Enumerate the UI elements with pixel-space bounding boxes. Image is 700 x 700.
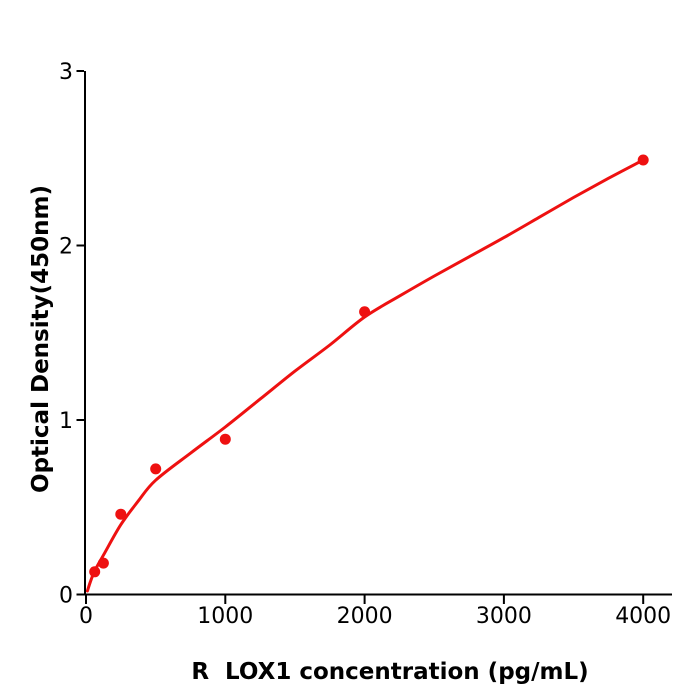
data-point bbox=[150, 463, 162, 475]
y-tick-label: 2 bbox=[59, 235, 73, 260]
x-tick-label: 4000 bbox=[615, 604, 671, 629]
data-point bbox=[97, 557, 109, 569]
data-point bbox=[359, 306, 371, 318]
fit-curve-layer bbox=[85, 158, 645, 593]
fit-curve bbox=[85, 158, 645, 593]
x-tick-label: 3000 bbox=[476, 604, 532, 629]
data-point bbox=[115, 508, 127, 520]
y-tick-label: 3 bbox=[59, 60, 73, 85]
data-point bbox=[219, 433, 231, 445]
x-axis-title: R LOX1 concentration (pg/mL) bbox=[191, 659, 588, 685]
data-point bbox=[89, 566, 101, 578]
x-ticks-layer: 0 1000 2000 3000 4000 bbox=[79, 595, 671, 629]
y-axis-title: Optical Density(450nm) bbox=[28, 185, 54, 493]
data-points-layer bbox=[89, 154, 649, 578]
x-tick-label: 2000 bbox=[337, 604, 393, 629]
y-tick-label: 1 bbox=[59, 409, 73, 434]
data-point bbox=[637, 154, 649, 166]
y-ticks-layer: 0 1 2 3 bbox=[59, 60, 84, 609]
y-tick-label: 0 bbox=[59, 584, 73, 609]
x-tick-label: 0 bbox=[79, 604, 93, 629]
axes-layer bbox=[84, 71, 672, 596]
x-tick-label: 1000 bbox=[197, 604, 253, 629]
